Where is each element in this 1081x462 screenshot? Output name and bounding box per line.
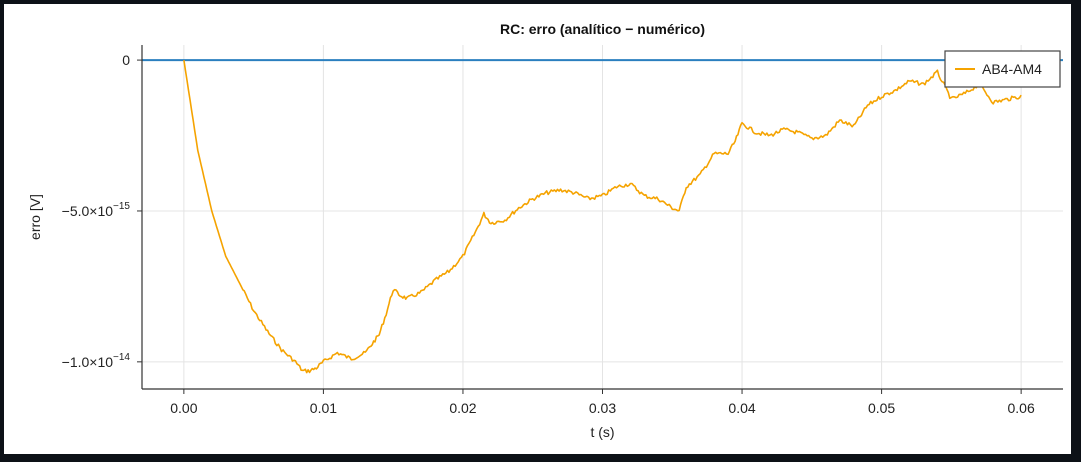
x-tick-label: 0.04 (728, 400, 755, 416)
x-tick-label: 0.06 (1008, 400, 1035, 416)
x-tick-label: 0.05 (868, 400, 895, 416)
line-chart: RC: erro (analítico − numérico) 0.00 0.01 0… (27, 21, 1063, 440)
x-axis-label: t (s) (590, 424, 614, 440)
y-axis-label: erro [V] (27, 194, 43, 240)
legend: AB4-AM4 (944, 50, 1061, 88)
y-tick-label: 0 (122, 52, 130, 68)
x-tick-label: 0.01 (310, 400, 337, 416)
x-tick-label: 0.03 (589, 400, 616, 416)
series-line-ab4-am4 (183, 59, 1022, 374)
y-tick-label: −5.0×10−15 (62, 201, 131, 219)
y-tick-label: −1.0×10−14 (62, 352, 131, 370)
chart-title: RC: erro (analítico − numérico) (500, 21, 705, 37)
legend-label: AB4-AM4 (982, 61, 1042, 77)
x-tick-label: 0.00 (170, 400, 197, 416)
chart-frame: RC: erro (analítico − numérico) 0.00 0.01 0… (4, 4, 1071, 454)
x-tick-label: 0.02 (449, 400, 476, 416)
